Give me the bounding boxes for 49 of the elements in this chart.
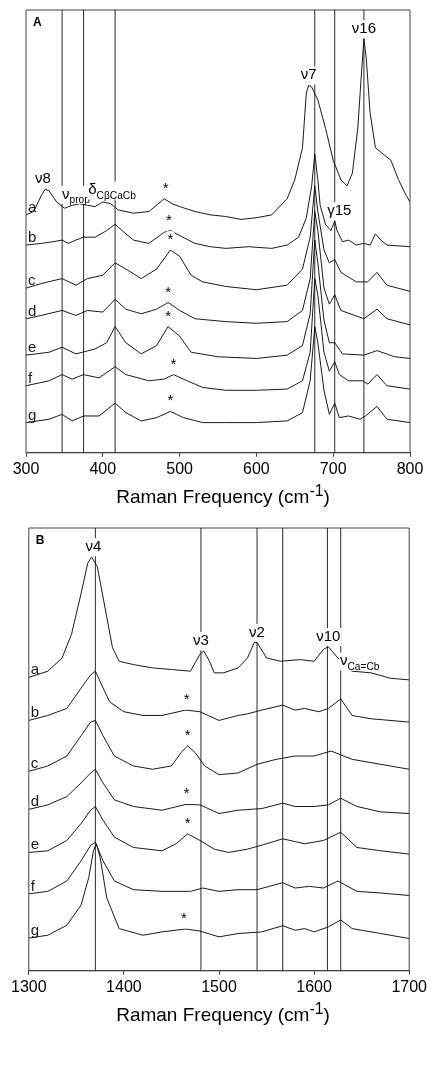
series-label: e [30, 835, 40, 853]
annotation: ν4 [85, 537, 102, 555]
x-tick-label: 1400 [106, 978, 142, 996]
series-label: a [30, 660, 40, 678]
x-tick-label: 500 [166, 459, 194, 477]
series-label: b [28, 228, 37, 246]
series-label: d [30, 792, 40, 810]
x-tick-label: 800 [396, 459, 424, 477]
x-tick-label: 300 [12, 459, 40, 477]
chart-title: B [35, 533, 45, 548]
series-label: a [28, 197, 37, 215]
annotation: * [167, 230, 174, 248]
annotation: γ15 [327, 201, 352, 219]
annotation: * [170, 354, 177, 372]
series-label: g [28, 405, 37, 423]
series-label: g [30, 921, 40, 939]
x-tick-label: 1500 [201, 978, 237, 996]
x-tick-label: 700 [319, 459, 347, 477]
annotation: * [184, 726, 191, 743]
annotation: ν8 [34, 169, 51, 187]
annotation: * [184, 814, 191, 832]
annotation: ν16 [351, 18, 377, 36]
x-tick-label: 1600 [296, 978, 332, 996]
annotation: * [165, 282, 172, 300]
series-label: b [30, 703, 40, 721]
annotation: * [183, 690, 190, 708]
x-axis-title: Raman Frequency (cm$^{-1}$) [115, 482, 331, 509]
annotation: ν2 [249, 622, 265, 640]
series-label: f [30, 877, 36, 895]
annotation: * [180, 909, 187, 927]
chart-title: A [33, 15, 42, 30]
annotation: ν3 [193, 631, 209, 649]
x-tick-label: 1700 [391, 978, 428, 996]
series-label: d [28, 301, 37, 319]
annotation: * [165, 210, 172, 228]
annotation: ν7 [300, 65, 317, 83]
annotation: * [162, 178, 169, 196]
series-label: c [28, 271, 36, 289]
annotation: * [165, 306, 172, 324]
annotation: ν10 [316, 627, 341, 645]
x-tick-label: 1300 [11, 978, 47, 996]
x-axis-title: Raman Frequency (cm$^{-1}$) [115, 1000, 331, 1027]
x-tick-label: 600 [243, 459, 270, 477]
series-label: e [28, 338, 37, 356]
series-label: c [30, 754, 39, 772]
x-tick-label: 400 [89, 459, 117, 477]
series-label: f [28, 368, 33, 386]
annotation: * [183, 784, 190, 802]
annotation: * [167, 391, 174, 409]
